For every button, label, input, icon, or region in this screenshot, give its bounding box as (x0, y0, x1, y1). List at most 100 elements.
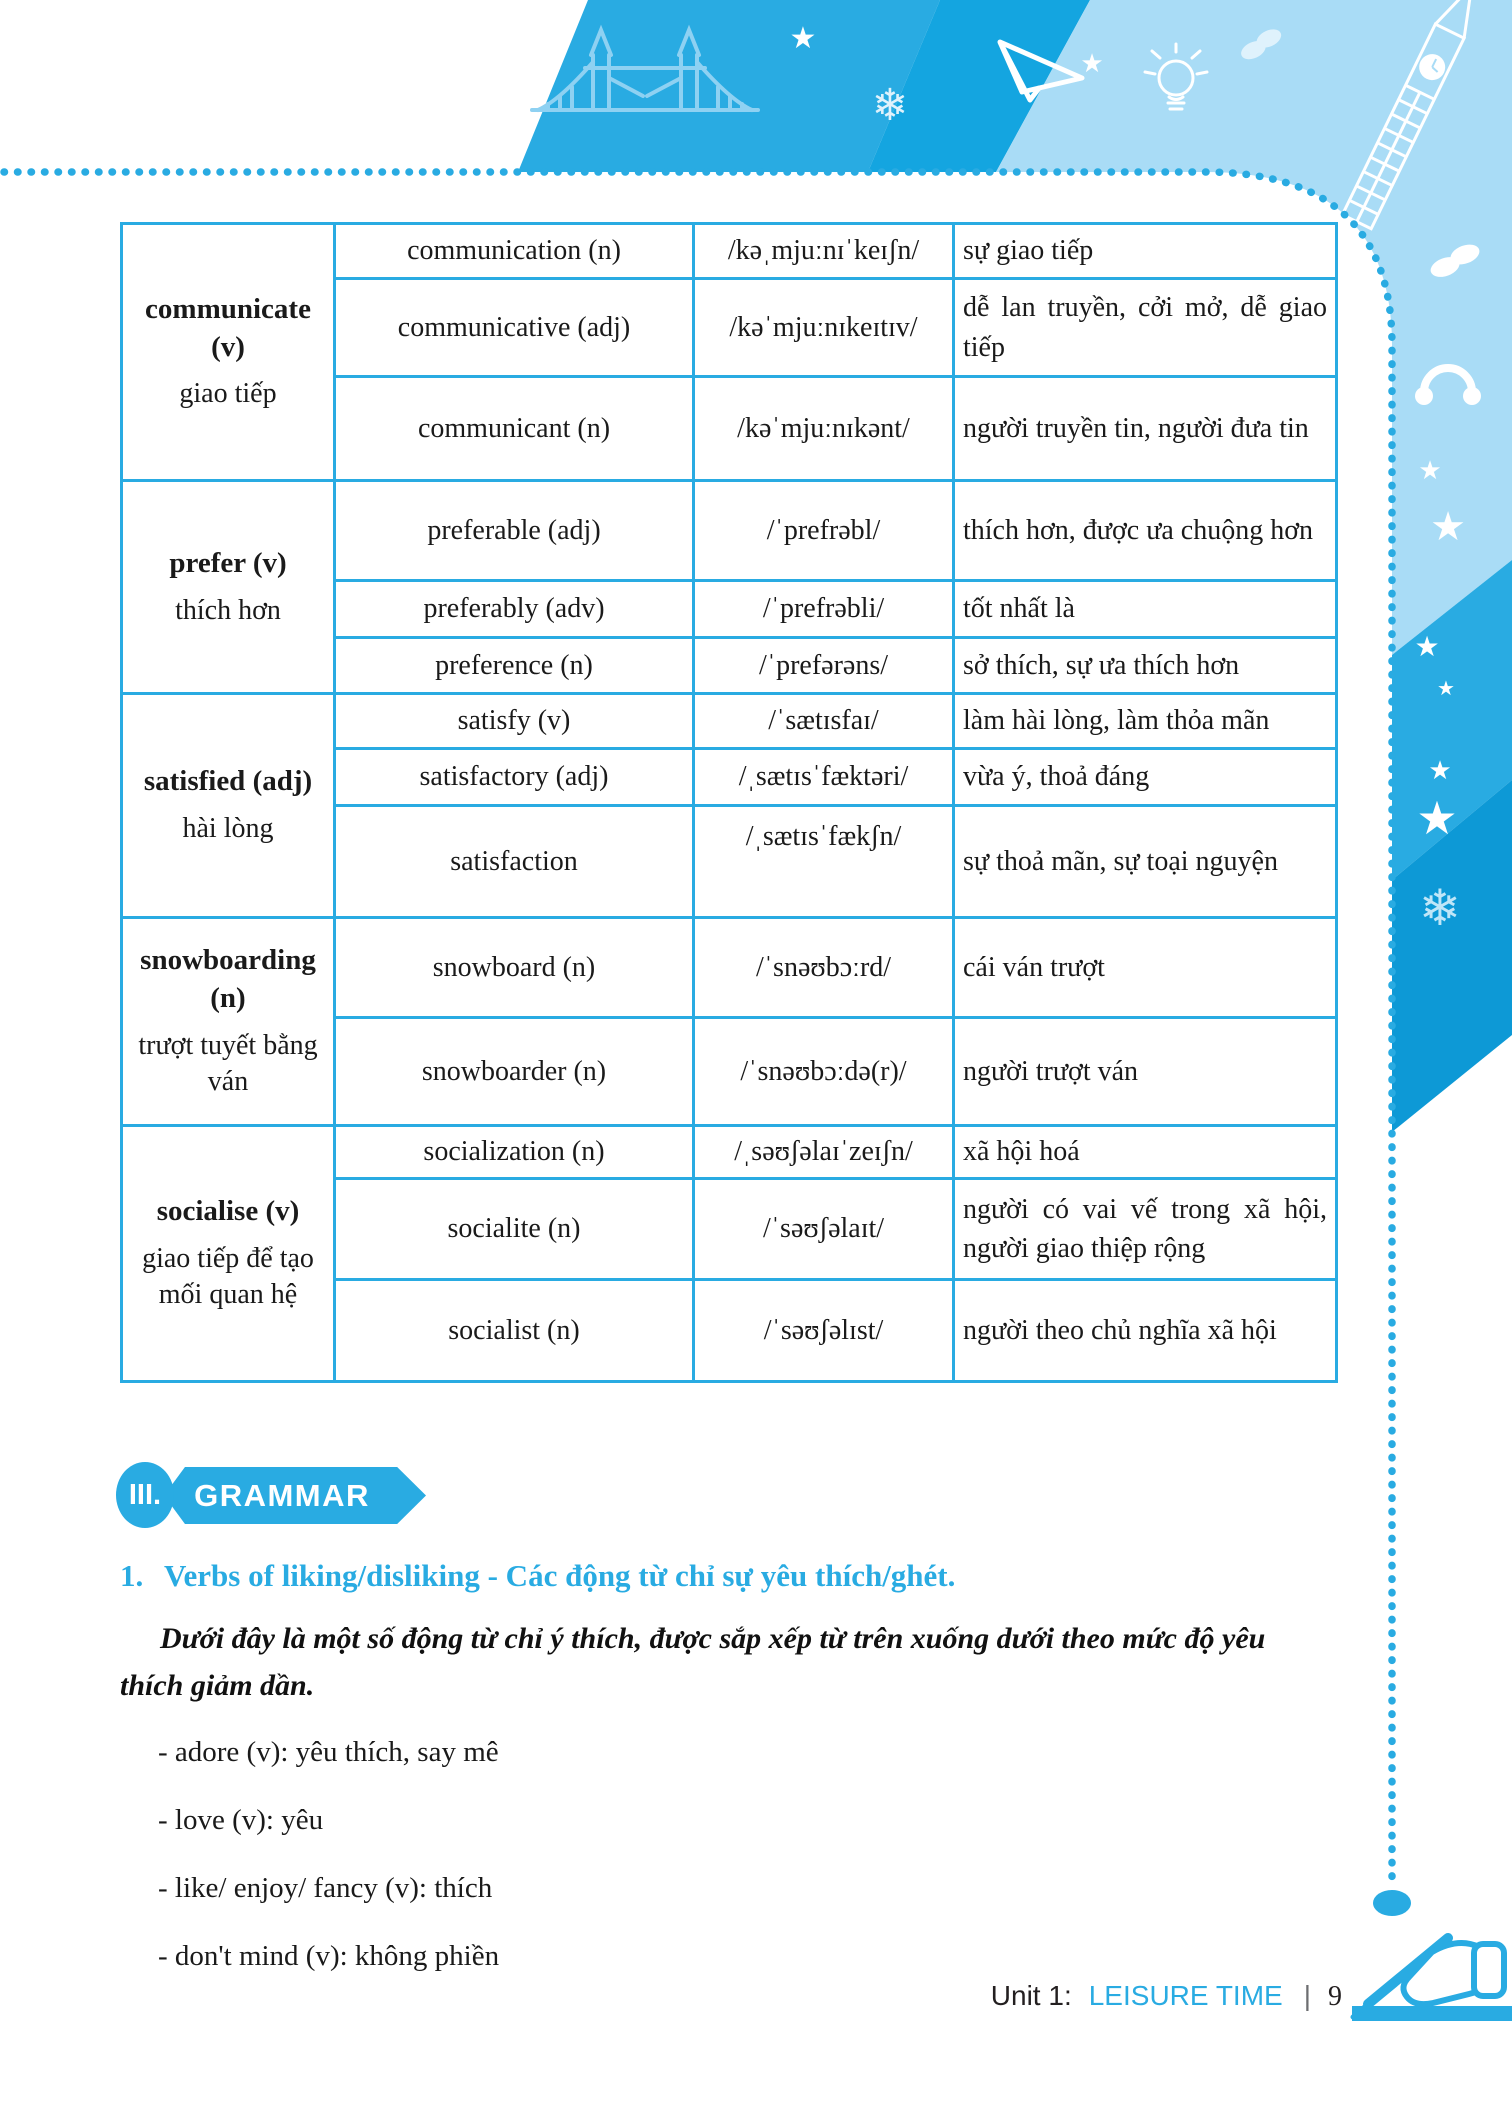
star-icon: ★ (790, 21, 817, 56)
star-icon: ★ (1418, 456, 1441, 486)
butterfly-icon (1241, 29, 1282, 60)
table-row: socialise (v) giao tiếp để tạo mối quan … (120, 1124, 1338, 1383)
ipa-cell: /ˈsəʊʃəlɪst/ (692, 1278, 955, 1383)
word-cell: preferably (adv) (333, 579, 695, 639)
unit-title: LEISURE TIME (1088, 1980, 1283, 2011)
ipa-cell: /ˈsætɪsfaɪ/ (692, 692, 955, 750)
list-item: - like/ enjoy/ fancy (v): thích (158, 1871, 493, 1904)
section-title-ribbon: GRAMMAR (164, 1467, 426, 1524)
meaning-cell: người truyền tin, người đưa tin (952, 375, 1338, 482)
page-number: 9 (1328, 1981, 1342, 2012)
section-title: GRAMMAR (194, 1477, 370, 1513)
headword-meaning: hài lòng (182, 813, 274, 845)
word-cell: socialist (n) (333, 1278, 695, 1383)
table-row: satisfied (adj) hài lòng satisfy (v) /ˈs… (120, 692, 1338, 919)
table-row: satisfaction /ˌsætɪsˈfækʃn/ sự thoả mãn,… (122, 804, 1338, 919)
headword-cell: socialise (v) giao tiếp để tạo mối quan … (120, 1124, 336, 1383)
ipa-cell: /ˈsnəʊbɔːrd/ (692, 916, 955, 1019)
sidebar-band-medium (1392, 560, 1512, 880)
headword-cell: snowboarding (n) trượt tuyết bằng ván (120, 916, 336, 1127)
sidebar-band-deep (1392, 780, 1512, 1132)
grammar-list: - adore (v): yêu thích, say mê - love (v… (158, 1735, 1338, 1973)
grammar-heading-number: 1. (120, 1558, 144, 1593)
grammar-heading-text: Verbs of liking/disliking - Các động từ … (164, 1558, 956, 1593)
meaning-cell: sự thoả mãn, sự toại nguyện (952, 804, 1338, 919)
ipa-cell: /ˌsætɪsˈfækʃn/ (692, 804, 955, 919)
lightbulb-icon (1143, 42, 1209, 111)
list-item: - love (v): yêu (158, 1804, 324, 1837)
ipa-cell: /ˌsætɪsˈfæktəri/ (692, 747, 955, 807)
list-item: - don't mind (v): không phiền (158, 1939, 500, 1972)
meaning-cell: sự giao tiếp (952, 222, 1338, 280)
vocabulary-table: communicate (v) giao tiếp communication … (120, 222, 1338, 1383)
meaning-cell: cái ván trượt (952, 916, 1338, 1019)
headword: communicate (v) (145, 293, 311, 363)
word-cell: satisfactory (adj) (333, 747, 695, 807)
word-cell: socialite (n) (333, 1177, 695, 1281)
table-row: preference (n) /ˈprefərəns/ sở thích, sự… (122, 636, 1338, 695)
header-band-medium (518, 0, 940, 172)
table-row: communicant (n) /kəˈmjuːnɪkənt/ người tr… (122, 375, 1338, 482)
writing-hand-icon (1350, 1933, 1512, 2021)
meaning-cell: xã hội hoá (952, 1124, 1338, 1180)
footer-separator: | (1303, 1980, 1311, 2011)
list-item: - adore (v): yêu thích, say mê (158, 1736, 499, 1769)
page-footer: Unit 1: LEISURE TIME | 9 (0, 1980, 1342, 2013)
headword-cell: communicate (v) giao tiếp (120, 222, 336, 482)
word-cell: preference (n) (333, 636, 695, 695)
table-row: prefer (v) thích hơn preferable (adj) /ˈ… (120, 479, 1338, 695)
ipa-cell: /ˈsnəʊbɔːdə(r)/ (692, 1016, 955, 1127)
meaning-cell: người có vai vế trong xã hội, người giao… (952, 1177, 1338, 1281)
word-cell: socialization (n) (333, 1124, 695, 1180)
headword: satisfied (adj) (143, 765, 313, 798)
word-cell: preferable (adj) (333, 479, 695, 582)
section-number-badge: III. (116, 1462, 174, 1528)
table-row: snowboarding (n) trượt tuyết bằng ván sn… (120, 916, 1338, 1127)
meaning-cell: sở thích, sự ưa thích hơn (952, 636, 1338, 695)
meaning-cell: vừa ý, thoả đáng (952, 747, 1338, 807)
ipa-cell: /kəˈmjuːnɪkeɪtɪv/ (692, 277, 955, 378)
word-cell: snowboard (n) (333, 916, 695, 1019)
star-icon: ★ (1080, 49, 1103, 79)
tower-bridge-icon (530, 24, 760, 112)
grammar-section-banner: GRAMMAR III. (116, 1462, 1338, 1528)
headword: socialise (v) (156, 1195, 300, 1228)
meaning-cell: làm hài lòng, làm thỏa mãn (952, 692, 1338, 750)
table-row: socialist (n) /ˈsəʊʃəlɪst/ người theo ch… (122, 1278, 1338, 1383)
ipa-cell: /ˌsəʊʃəlaɪˈzeɪʃn/ (692, 1124, 955, 1180)
section-number: III. (128, 1478, 162, 1511)
star-icon: ★ (1428, 756, 1451, 786)
dotted-border (0, 168, 1396, 1884)
headword-cell: prefer (v) thích hơn (120, 479, 336, 695)
headword-meaning: giao tiếp (179, 378, 277, 410)
word-cell: communication (n) (333, 222, 695, 280)
word-cell: satisfaction (333, 804, 695, 919)
star-icon: ★ (1437, 676, 1455, 700)
ipa-cell: /ˈprefərəns/ (692, 636, 955, 695)
table-row: communicative (adj) /kəˈmjuːnɪkeɪtɪv/ dễ… (122, 277, 1338, 378)
snowflake-icon: ❄ (1419, 879, 1461, 937)
butterfly-icon (1430, 244, 1480, 277)
word-cell: satisfy (v) (333, 692, 695, 750)
header-band-secondary (868, 0, 1090, 172)
meaning-cell: tốt nhất là (952, 579, 1338, 639)
meaning-cell: thích hơn, được ưa chuộng hơn (952, 479, 1338, 582)
meaning-cell: dễ lan truyền, cởi mở, dễ giao tiếp (952, 277, 1338, 378)
table-row: socialite (n) /ˈsəʊʃəlaɪt/ người có vai … (122, 1177, 1338, 1281)
ipa-cell: /kəˈmjuːnɪkənt/ (692, 375, 955, 482)
star-icon: ★ (1416, 791, 1457, 845)
ipa-cell: /ˈprefrəbli/ (692, 579, 955, 639)
headword-cell: satisfied (adj) hài lòng (120, 692, 336, 919)
table-row: communicate (v) giao tiếp communication … (120, 222, 1338, 482)
paper-plane-icon (997, 39, 1085, 103)
ipa-cell: /kəˌmjuːnɪˈkeɪʃn/ (692, 222, 955, 280)
ipa-cell: /ˈsəʊʃəlaɪt/ (692, 1177, 955, 1281)
headword-meaning: giao tiếp để tạo mối quan hệ (142, 1242, 314, 1311)
grammar-section: GRAMMAR III. 1. Verbs of liking/dislikin… (116, 1462, 1338, 2006)
star-icon: ★ (1414, 630, 1439, 663)
unit-label: Unit 1: (990, 1980, 1072, 2011)
star-icon: ★ (1430, 504, 1466, 550)
headphones-icon (1415, 364, 1481, 405)
